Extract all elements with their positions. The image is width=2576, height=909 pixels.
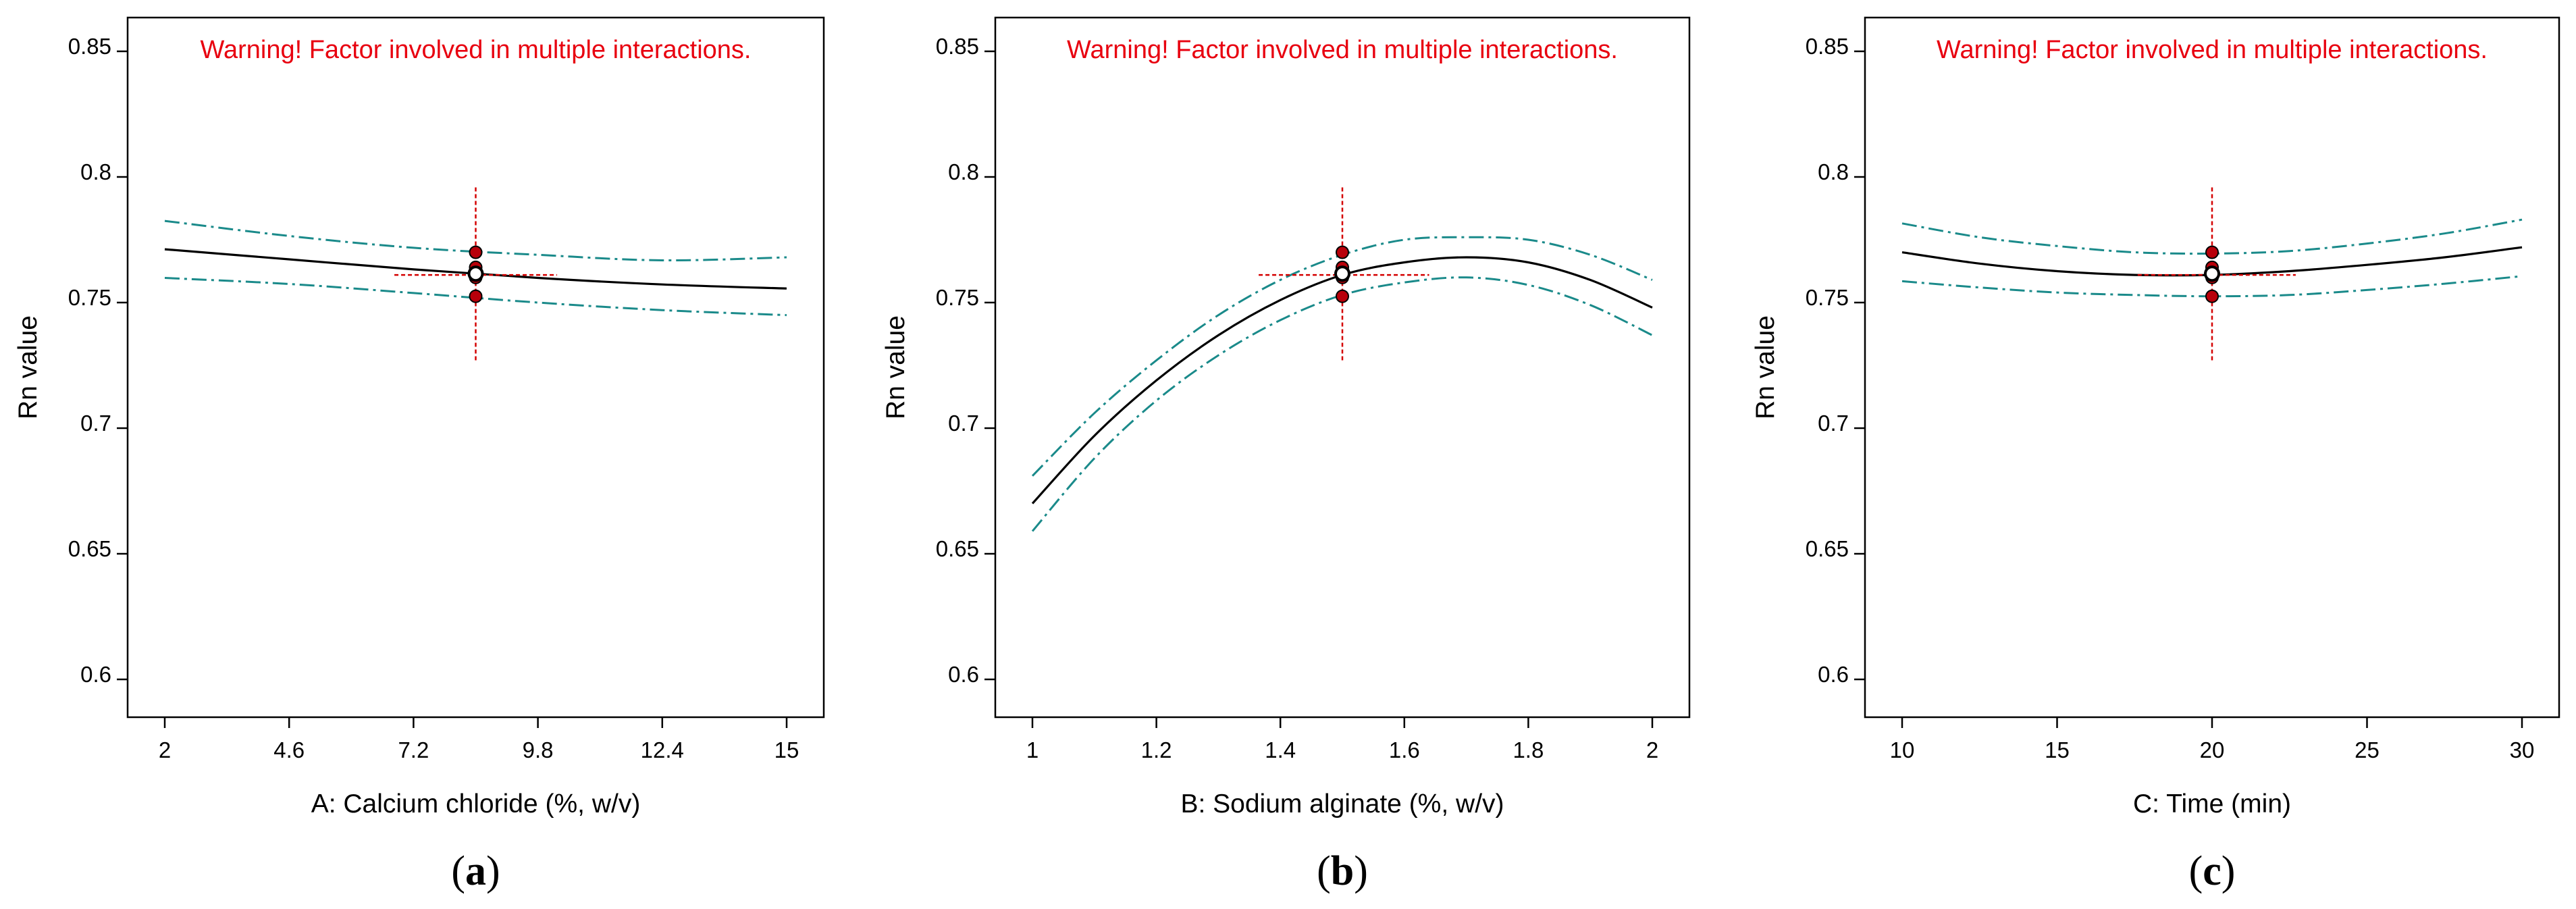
warning-text: Warning! Factor involved in multiple int… (201, 36, 752, 64)
y-tick-label: 0.7 (80, 411, 111, 436)
y-tick-label: 0.75 (1806, 285, 1849, 310)
y-axis-label: Rn value (1751, 315, 1780, 419)
x-tick-label: 9.8 (523, 737, 554, 762)
y-axis-label: Rn value (881, 315, 910, 419)
y-tick-label: 0.6 (80, 662, 111, 687)
warning-text: Warning! Factor involved in multiple int… (1067, 36, 1618, 64)
chart-panel-c: 0.6 0.65 0.7 0.75 0.8 0.85 10 15 20 25 30 C: Time (… (1751, 16, 2560, 894)
design-point (469, 245, 483, 259)
y-tick-label: 0.8 (80, 159, 111, 184)
y-tick-label: 0.65 (936, 536, 979, 561)
y-tick-label: 0.7 (948, 411, 979, 436)
plot-frame (994, 16, 1691, 719)
x-tick-label: 2 (159, 737, 171, 762)
center-point-open (467, 265, 484, 282)
panel-letter: c (2203, 848, 2222, 894)
x-tick-label: 1.2 (1141, 737, 1172, 762)
plot-frame (1864, 16, 2560, 719)
y-tick-label: 0.65 (1806, 536, 1849, 561)
y-tick-label: 0.6 (1818, 662, 1849, 687)
panel-label: (c) (2189, 848, 2236, 894)
y-tick-label: 0.6 (948, 662, 979, 687)
panel-label: (a) (451, 848, 500, 894)
design-point (469, 289, 483, 303)
y-tick-label: 0.85 (936, 34, 979, 59)
predicted-line (1031, 256, 1653, 504)
x-tick-label: 1.6 (1389, 737, 1420, 762)
x-tick-label: 25 (2355, 737, 2380, 762)
x-tick-label: 1 (1026, 737, 1039, 762)
upper-ci-line (164, 219, 787, 262)
x-tick-label: 30 (2510, 737, 2535, 762)
y-tick-label: 0.85 (1806, 34, 1849, 59)
x-tick-label: 15 (2045, 737, 2070, 762)
panel-label: (b) (1317, 848, 1368, 894)
y-axis-label: Rn value (14, 315, 43, 419)
panel-letter: b (1331, 848, 1354, 894)
y-tick-label: 0.75 (68, 285, 111, 310)
x-tick-label: 4.6 (273, 737, 305, 762)
center-point-open (1334, 265, 1350, 282)
design-point (2205, 245, 2219, 259)
x-tick-label: 7.2 (398, 737, 429, 762)
x-tick-label: 2 (1646, 737, 1658, 762)
chart-panel-a: 0.6 0.65 0.7 0.75 0.8 0.85 2 4.6 7.2 9.8 12.4 15 A: … (14, 16, 825, 894)
x-axis-label: A: Calcium chloride (%, w/v) (311, 789, 641, 819)
x-tick-label: 15 (774, 737, 799, 762)
y-tick-label: 0.8 (1818, 159, 1849, 184)
warning-text: Warning! Factor involved in multiple int… (1937, 36, 2488, 64)
y-tick-label: 0.7 (1818, 411, 1849, 436)
design-point (2205, 289, 2219, 303)
x-tick-label: 10 (1890, 737, 1915, 762)
y-tick-label: 0.75 (936, 285, 979, 310)
x-tick-label: 12.4 (641, 737, 684, 762)
x-tick-label: 1.8 (1513, 737, 1544, 762)
y-tick-label: 0.65 (68, 536, 111, 561)
y-tick-label: 0.8 (948, 159, 979, 184)
chart-panel-b: 0.6 0.65 0.7 0.75 0.8 0.85 1 1.2 1.4 1.6 1.8 2 B: So… (881, 16, 1691, 894)
x-axis-label: B: Sodium alginate (%, w/v) (1180, 789, 1504, 819)
plot-frame (126, 16, 825, 719)
design-point (1336, 245, 1349, 259)
y-tick-label: 0.85 (68, 34, 111, 59)
center-point-open (2204, 265, 2220, 282)
design-point (1336, 289, 1349, 303)
panel-letter: a (465, 848, 486, 894)
x-tick-label: 20 (2200, 737, 2225, 762)
x-tick-label: 1.4 (1265, 737, 1296, 762)
lower-ci-line (1031, 276, 1653, 532)
x-axis-label: C: Time (min) (2133, 789, 2291, 819)
